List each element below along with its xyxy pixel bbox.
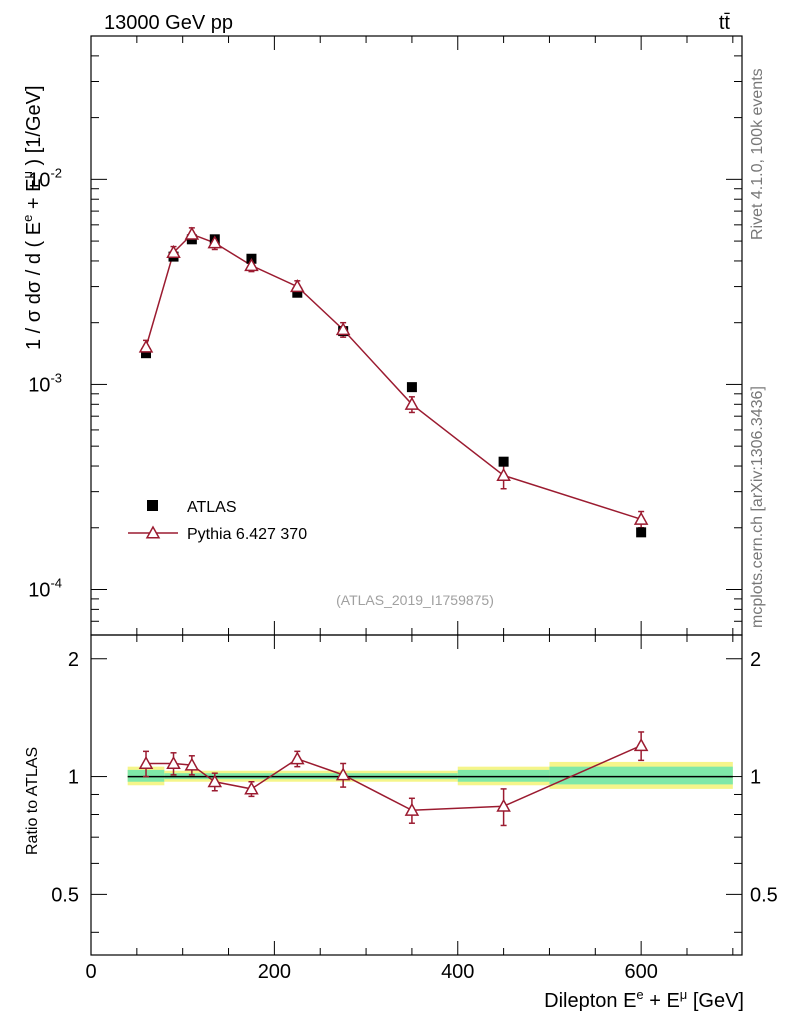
data-point <box>141 348 152 359</box>
ratio-y-tick-label-left: 1 <box>68 767 79 789</box>
x-axis-label: Dilepton Ee + Eμ [GeV] <box>544 987 744 1012</box>
mc-point <box>166 244 181 259</box>
ratio-frame <box>90 634 743 956</box>
energy-label: 13000 GeV pp <box>104 12 233 34</box>
x-tick-label: 200 <box>258 961 291 983</box>
mc-point <box>184 226 200 240</box>
ratio-mc-point <box>207 774 223 788</box>
x-tick-label: 600 <box>624 961 657 983</box>
main-panel: 10-2 10-3 10-4 <box>28 35 743 649</box>
legend-data-marker <box>147 500 158 511</box>
mcplots-label: mcplots.cern.ch [arXiv:1306.3436] <box>749 386 766 628</box>
mc-point <box>496 467 511 481</box>
data-point <box>406 382 417 393</box>
y-tick-label: 10-2 <box>28 165 62 191</box>
ratio-mc-point <box>244 781 259 795</box>
ratio-y-axis-label: Ratio to ATLAS <box>24 747 41 855</box>
legend-mc-label: Pythia 6.427 370 <box>187 526 307 543</box>
main-frame <box>90 35 743 636</box>
rivet-version-label: Rivet 4.1.0, 100k events <box>749 68 766 240</box>
process-label: tt̄ <box>719 12 731 34</box>
ratio-y-tick-label-left: 2 <box>68 649 79 671</box>
ratio-y-tick-label-right: 2 <box>750 649 761 671</box>
mc-point <box>404 396 420 410</box>
mc-point <box>335 322 351 336</box>
data-point <box>498 456 509 467</box>
ratio-mc-point <box>138 755 154 770</box>
main-y-axis-label: 1 / σ dσ / d ( Ee + Eμ ) [1/GeV] <box>20 85 45 350</box>
ratio-y-tick-label-right: 0.5 <box>750 884 778 906</box>
analysis-tag: (ATLAS_2019_I1759875) <box>336 592 494 608</box>
ratio-mc-line <box>146 744 642 812</box>
y-tick-label: 10-4 <box>28 576 62 602</box>
ratio-mc-point <box>166 755 181 770</box>
ratio-mc-point <box>335 767 351 781</box>
y-tick-label: 10-3 <box>28 370 62 396</box>
mc-point <box>138 339 154 353</box>
ratio-mc-point <box>633 738 649 752</box>
ratio-mc-point <box>290 751 305 765</box>
mc-line <box>145 233 642 520</box>
ratio-mc-point <box>496 798 511 812</box>
legend-data-label: ATLAS <box>187 499 237 516</box>
legend: ATLAS Pythia 6.427 370 <box>128 499 307 543</box>
mc-point <box>290 279 305 293</box>
ratio-y-tick-label-left: 0.5 <box>51 884 79 906</box>
data-point <box>292 287 303 298</box>
x-tick-label: 400 <box>441 961 474 983</box>
legend-mc-marker <box>145 525 161 539</box>
ratio-mc-point <box>184 757 200 771</box>
mc-point <box>244 257 259 272</box>
ratio-y-tick-label-right: 1 <box>750 767 761 789</box>
ratio-panel: 0 200 400 600 0.5 0.5 1 1 2 2 <box>51 634 778 983</box>
mc-point <box>633 511 649 525</box>
mc-point <box>207 235 223 249</box>
x-tick-label: 0 <box>85 961 96 983</box>
ratio-mc-point <box>404 802 420 816</box>
data-point <box>636 527 647 538</box>
uncertainty-band-inner <box>549 766 733 785</box>
